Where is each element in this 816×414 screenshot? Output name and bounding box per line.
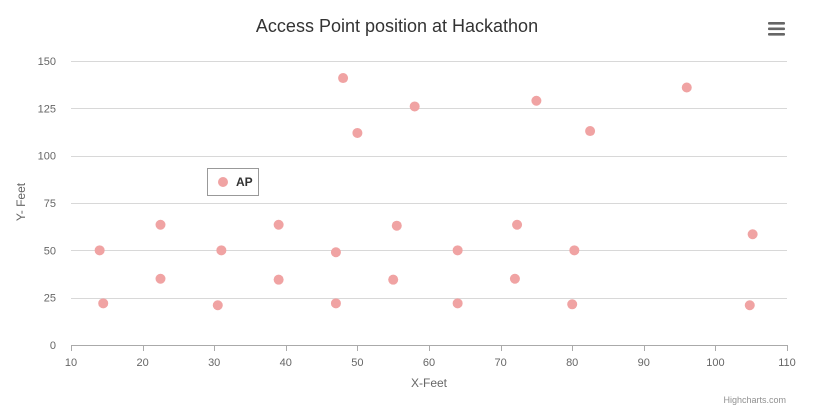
- context-menu-button[interactable]: [760, 14, 792, 42]
- scatter-point-0-2[interactable]: [155, 219, 166, 230]
- scatter-point-0-13[interactable]: [391, 220, 402, 231]
- x-tick-label-110: 110: [778, 357, 796, 369]
- scatter-point-0-14[interactable]: [409, 101, 420, 112]
- credits-link[interactable]: Highcharts.com: [723, 395, 786, 405]
- hamburger-menu-icon[interactable]: [768, 22, 785, 36]
- scatter-point-0-8[interactable]: [330, 298, 341, 309]
- y-tick-label-100: 100: [38, 151, 56, 163]
- scatter-point-0-23[interactable]: [681, 82, 692, 93]
- x-tick-label-40: 40: [280, 357, 292, 369]
- legend: AP: [207, 168, 259, 196]
- legend-label[interactable]: AP: [236, 175, 253, 189]
- scatter-point-0-16[interactable]: [452, 298, 463, 309]
- grid-lines: [71, 61, 787, 346]
- chart-title: Access Point position at Hackathon: [256, 16, 538, 36]
- scatter-point-0-20[interactable]: [567, 299, 578, 310]
- scatter-point-0-12[interactable]: [388, 274, 399, 285]
- scatter-point-0-10[interactable]: [338, 73, 349, 84]
- x-tick-label-80: 80: [566, 357, 578, 369]
- scatter-point-0-3[interactable]: [155, 273, 166, 284]
- x-tick-label-90: 90: [638, 357, 650, 369]
- y-tick-label-0: 0: [50, 340, 56, 352]
- x-tick-label-100: 100: [706, 357, 724, 369]
- x-tick-label-30: 30: [208, 357, 220, 369]
- y-tick-label-50: 50: [44, 245, 56, 257]
- scatter-point-0-1[interactable]: [98, 298, 109, 309]
- scatter-point-0-19[interactable]: [531, 95, 542, 106]
- x-tick-label-60: 60: [423, 357, 435, 369]
- scatter-point-0-0[interactable]: [94, 245, 105, 256]
- x-axis-title: X-Feet: [411, 376, 448, 390]
- scatter-point-0-5[interactable]: [216, 245, 227, 256]
- scatter-point-0-22[interactable]: [585, 126, 596, 137]
- legend-item-ap[interactable]: AP: [218, 175, 253, 189]
- legend-box: [207, 168, 259, 196]
- scatter-point-0-9[interactable]: [330, 247, 341, 258]
- x-tick-label-50: 50: [351, 357, 363, 369]
- legend-marker: [218, 177, 228, 187]
- scatter-point-0-6[interactable]: [273, 219, 284, 230]
- scatter-point-0-15[interactable]: [452, 245, 463, 256]
- y-tick-label-150: 150: [38, 56, 56, 68]
- scatter-points: [94, 73, 758, 311]
- x-axis: 10 20 30 40 50 60 70 80 90 100 110: [65, 345, 796, 369]
- x-tick-label-10: 10: [65, 357, 77, 369]
- scatter-point-0-4[interactable]: [212, 300, 223, 311]
- scatter-point-0-7[interactable]: [273, 274, 284, 285]
- y-axis: 0 25 50 75 100 125 150: [38, 56, 56, 352]
- y-axis-title: Y- Feet: [14, 182, 28, 221]
- y-tick-label-75: 75: [44, 198, 56, 210]
- scatter-point-0-25[interactable]: [747, 229, 758, 240]
- scatter-point-0-21[interactable]: [569, 245, 580, 256]
- x-tick-label-70: 70: [494, 357, 506, 369]
- scatter-point-0-11[interactable]: [352, 127, 363, 138]
- scatter-point-0-17[interactable]: [509, 273, 520, 284]
- scatter-point-0-18[interactable]: [512, 219, 523, 230]
- y-tick-label-25: 25: [44, 293, 56, 305]
- scatter-point-0-24[interactable]: [744, 300, 755, 311]
- x-tick-label-20: 20: [136, 357, 148, 369]
- y-tick-label-125: 125: [38, 103, 56, 115]
